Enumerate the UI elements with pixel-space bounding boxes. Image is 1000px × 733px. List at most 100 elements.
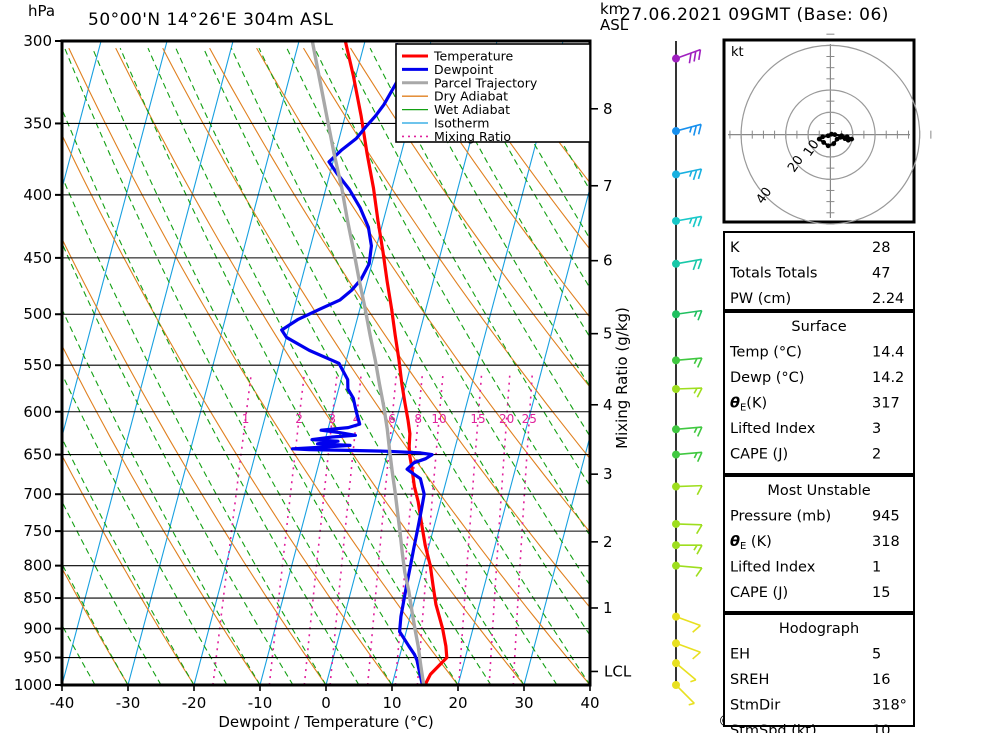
hodograph-stat-row: SREH 16	[730, 672, 890, 688]
isotherm-line	[62, 41, 102, 191]
legend-label: Dewpoint	[434, 62, 494, 77]
pressure-tick-label: 450	[23, 249, 52, 267]
legend-label: Temperature	[433, 49, 513, 64]
index-value: 14.4	[872, 345, 904, 361]
legend-label: Mixing Ratio	[434, 129, 511, 144]
wind-barb	[672, 612, 701, 633]
wind-barb	[672, 123, 702, 136]
isotherm-line	[259, 41, 432, 685]
wet-adiabat-line	[175, 47, 525, 685]
index-value: 3	[872, 421, 881, 437]
index-value: 47	[872, 266, 890, 282]
altitude-tick-label: 7	[603, 177, 613, 195]
dry-adiabat-line	[162, 47, 590, 685]
series-dewpoint	[280, 43, 434, 685]
wet-adiabat-line	[314, 47, 590, 537]
temperature-tick-label: -30	[116, 694, 141, 712]
wind-barb	[672, 659, 697, 683]
wet-adiabat-line	[452, 47, 590, 290]
wind-barb	[672, 356, 703, 368]
wind-barb-half	[693, 427, 698, 434]
plot-background-lines	[62, 41, 590, 685]
mixing-ratio-label: 20	[499, 412, 514, 426]
index-value: 14.2	[872, 370, 904, 386]
index-label: EH	[730, 647, 750, 663]
wind-barb-full	[697, 124, 702, 135]
legend-label: Parcel Trajectory	[434, 75, 538, 90]
wind-barb	[672, 482, 703, 496]
dry-adiabat-line	[256, 47, 590, 533]
hodograph-point	[844, 134, 850, 140]
wet-adiabat-line	[64, 47, 393, 685]
wind-barb-shaft	[675, 564, 702, 569]
altitude-tick-label: 1	[603, 599, 613, 617]
wind-barb-full	[692, 169, 698, 181]
index-label: StmSpd (kt)	[730, 723, 817, 733]
wind-barb	[672, 215, 703, 228]
index-value: 2.24	[872, 291, 904, 307]
most-unstable-heading: Most Unstable	[767, 483, 870, 499]
legend-label: Dry Adiabat	[434, 89, 508, 104]
index-value: 28	[872, 240, 890, 256]
index-label: Lifted Index	[730, 560, 816, 576]
index-label: Totals Totals	[729, 266, 817, 282]
hodograph-stat-row: StmSpd (kt) 10	[730, 723, 890, 733]
temperature-tick-label: 40	[580, 694, 599, 712]
index-label: SREH	[730, 672, 769, 688]
pressure-unit-label: hPa	[28, 2, 55, 20]
wet-adiabat-line	[62, 107, 360, 685]
index-value: 10	[872, 723, 890, 733]
hodograph-point	[849, 136, 855, 142]
wind-barb-shaft	[675, 387, 703, 390]
pressure-tick-label: 950	[23, 649, 52, 667]
wind-barb-full	[697, 259, 703, 270]
wind-barb-full	[697, 310, 703, 321]
dry-adiabat-line	[62, 237, 327, 685]
index-top-row: Totals Totals 47	[729, 266, 890, 282]
wet-adiabat-line	[286, 47, 590, 587]
index-value: 5	[872, 647, 881, 663]
wet-adiabat-line	[397, 47, 590, 388]
wet-adiabat-line	[62, 562, 129, 685]
altitude-tick-label: 5	[603, 325, 613, 343]
mixing-ratio-label: 2	[295, 412, 303, 426]
mixing-ratio-line	[512, 374, 533, 685]
wind-barb-shaft	[675, 684, 695, 704]
index-label: CAPE (J)	[730, 585, 788, 601]
hodograph-point	[832, 132, 838, 138]
wind-barb	[672, 48, 702, 64]
station-title: 50°00'N 14°26'E 304m ASL	[88, 10, 333, 30]
index-top-row: PW (cm) 2.24	[730, 291, 904, 307]
wet-adiabat-line	[62, 372, 228, 685]
wind-barb-full	[693, 51, 697, 62]
temperature-tick-label: -20	[182, 694, 207, 712]
wind-barb-full	[697, 168, 703, 180]
hodograph-point	[839, 133, 844, 139]
index-label: θE (K)	[730, 534, 772, 552]
most-unstable-panel	[723, 475, 915, 613]
mixing-ratio-label: 25	[522, 412, 537, 426]
wind-barb-half	[688, 170, 693, 177]
hodograph-stat-row: StmDir 318°	[730, 698, 907, 714]
pressure-tick-label: 700	[23, 485, 52, 503]
legend-label: Isotherm	[434, 116, 489, 131]
wind-barb-full	[698, 49, 702, 60]
wind-barb-half	[693, 311, 698, 317]
wind-barb-shaft	[675, 357, 702, 362]
hodograph-stat-heading: Hodograph	[779, 621, 859, 637]
isotherm-line	[457, 185, 590, 685]
dry-adiabat-line	[350, 47, 590, 389]
wind-barb-shaft	[675, 662, 697, 681]
wind-barb-full	[692, 217, 698, 228]
surface-heading: Surface	[791, 319, 846, 335]
hodograph-point	[825, 143, 831, 149]
wind-barb	[672, 519, 703, 535]
dry-adiabat-line	[68, 47, 459, 685]
index-label: Dewp (°C)	[730, 370, 804, 386]
wet-adiabat-line	[147, 47, 492, 685]
temperature-tick-label: 0	[321, 694, 331, 712]
wind-barb-full	[692, 624, 701, 633]
wind-barb-full	[692, 259, 698, 271]
temperature-tick-label: -10	[248, 694, 273, 712]
